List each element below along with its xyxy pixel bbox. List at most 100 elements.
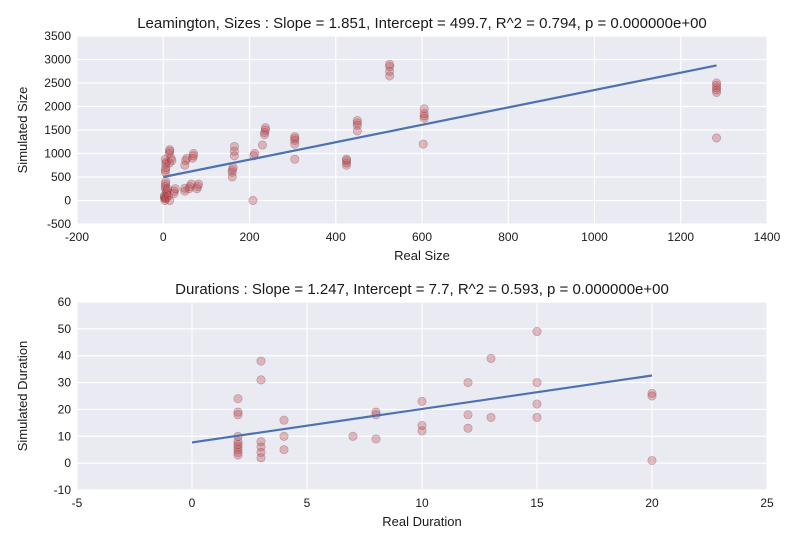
sizes-data-point xyxy=(342,156,352,166)
sizes-data-point xyxy=(352,126,362,136)
sizes-x-tick-label: 1200 xyxy=(667,230,694,244)
sizes-data-point xyxy=(160,194,170,204)
sizes-data-point xyxy=(162,186,172,196)
sizes-x-tick-label: -200 xyxy=(65,230,89,244)
sizes-regression-line xyxy=(163,64,717,179)
sizes-data-point xyxy=(227,165,237,175)
sizes-data-point xyxy=(260,125,270,135)
sizes-data-point xyxy=(260,130,270,140)
sizes-y-axis-label: Simulated Size xyxy=(15,87,30,174)
durations-x-tick-label: 20 xyxy=(645,496,659,510)
sizes-data-point xyxy=(169,186,179,196)
durations-data-point xyxy=(256,453,266,463)
sizes-data-point xyxy=(181,156,191,166)
sizes-data-point xyxy=(163,191,173,201)
durations-x-tick-label: 10 xyxy=(415,496,429,510)
sizes-data-point xyxy=(419,113,429,123)
durations-gridlines xyxy=(76,301,768,491)
sizes-data-point xyxy=(161,159,171,169)
sizes-y-tick-label: 2000 xyxy=(44,100,71,114)
sizes-plot: -200 0 200 400 600 800 1000 1200 1400 -500 0 500 100… xyxy=(15,15,781,263)
durations-data-point xyxy=(233,407,243,417)
sizes-data-point xyxy=(160,191,170,201)
sizes-data-point xyxy=(188,149,198,159)
sizes-data-point xyxy=(180,160,190,170)
sizes-data-point xyxy=(162,193,172,203)
sizes-data-point xyxy=(712,78,722,88)
sizes-data-point xyxy=(164,158,174,168)
sizes-data-point xyxy=(248,196,258,206)
sizes-data-point xyxy=(290,132,300,142)
durations-data-point xyxy=(532,327,542,337)
durations-data-point xyxy=(417,426,427,436)
durations-y-tick-label: 50 xyxy=(58,322,72,336)
sizes-data-point xyxy=(163,184,173,194)
sizes-points xyxy=(160,59,722,206)
sizes-y-tick-label: 3500 xyxy=(44,29,71,43)
durations-x-tick-label: 5 xyxy=(304,496,311,510)
durations-y-axis-label: Simulated Duration xyxy=(15,341,30,452)
durations-data-point xyxy=(233,410,243,420)
sizes-data-point xyxy=(182,153,192,163)
sizes-data-point xyxy=(161,157,171,167)
sizes-data-point xyxy=(186,179,196,189)
durations-data-point xyxy=(348,431,358,441)
sizes-data-point xyxy=(180,186,190,196)
sizes-data-point xyxy=(185,181,195,191)
sizes-data-point xyxy=(160,179,170,189)
durations-x-tick-label: 25 xyxy=(760,496,774,510)
durations-y-tick-label: 40 xyxy=(58,349,72,363)
durations-data-point xyxy=(532,378,542,388)
sizes-x-tick-label: 1400 xyxy=(754,230,781,244)
sizes-data-point xyxy=(385,66,395,76)
sizes-data-point xyxy=(229,141,239,151)
sizes-data-point xyxy=(160,193,170,203)
durations-regression-line xyxy=(191,374,653,444)
durations-data-point xyxy=(233,439,243,449)
sizes-y-tick-label: 3000 xyxy=(44,53,71,67)
sizes-data-point xyxy=(290,154,300,164)
sizes-data-point xyxy=(160,165,170,175)
sizes-data-point xyxy=(260,123,270,133)
sizes-data-point xyxy=(712,85,722,95)
durations-data-point xyxy=(417,396,427,406)
sizes-data-point xyxy=(193,181,203,191)
sizes-x-tick-label: 400 xyxy=(326,230,346,244)
sizes-data-point xyxy=(419,111,429,121)
durations-data-point xyxy=(233,437,243,447)
sizes-data-point xyxy=(385,71,395,81)
sizes-data-point xyxy=(169,188,179,198)
sizes-data-point xyxy=(192,184,202,194)
durations-data-point xyxy=(256,356,266,366)
sizes-data-point xyxy=(342,154,352,164)
sizes-y-tick-label: 1000 xyxy=(44,147,71,161)
sizes-data-point xyxy=(352,120,362,130)
sizes-data-point xyxy=(257,140,267,150)
sizes-data-point xyxy=(712,87,722,97)
sizes-data-point xyxy=(229,151,239,161)
durations-data-point xyxy=(233,442,243,452)
sizes-data-point xyxy=(419,104,429,114)
durations-data-point xyxy=(279,445,289,455)
sizes-data-point xyxy=(385,59,395,69)
durations-data-point xyxy=(279,415,289,425)
sizes-data-point xyxy=(712,133,722,143)
durations-x-tick-label: 0 xyxy=(189,496,196,510)
sizes-data-point xyxy=(164,149,174,159)
durations-data-point xyxy=(463,410,473,420)
sizes-y-tick-label: 500 xyxy=(51,170,71,184)
durations-y-tick-label: 10 xyxy=(58,429,72,443)
sizes-data-point xyxy=(162,188,172,198)
sizes-data-point xyxy=(290,133,300,143)
sizes-x-tick-label: 600 xyxy=(412,230,432,244)
sizes-data-point xyxy=(228,163,238,173)
sizes-data-point xyxy=(184,184,194,194)
durations-data-point xyxy=(647,455,657,465)
durations-data-point xyxy=(233,445,243,455)
sizes-data-point xyxy=(167,156,177,166)
durations-data-point xyxy=(371,434,381,444)
durations-plot: -5 0 5 10 15 20 25 -10 0 10 20 30 40 50 60 Durations : … xyxy=(15,281,774,529)
durations-data-point xyxy=(532,412,542,422)
sizes-data-point xyxy=(229,146,239,156)
